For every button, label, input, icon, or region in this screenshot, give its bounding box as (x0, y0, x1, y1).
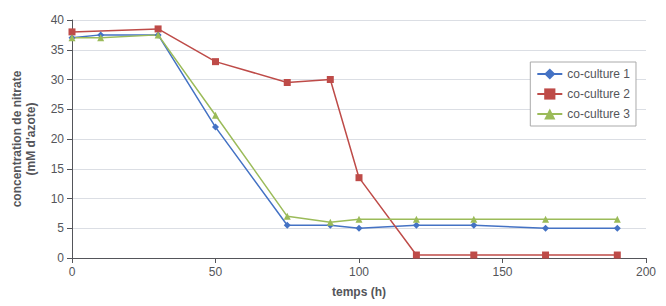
svg-text:5: 5 (57, 221, 64, 235)
svg-text:30: 30 (51, 73, 65, 87)
svg-text:(mM d'azote): (mM d'azote) (24, 103, 38, 176)
svg-text:co-culture 1: co-culture 1 (567, 67, 630, 81)
svg-text:concentration de nitrate: concentration de nitrate (10, 70, 24, 207)
svg-text:40: 40 (51, 13, 65, 27)
svg-text:0: 0 (57, 251, 64, 265)
svg-text:15: 15 (51, 162, 65, 176)
svg-text:50: 50 (209, 265, 223, 279)
svg-text:20: 20 (51, 132, 65, 146)
svg-text:0: 0 (69, 265, 76, 279)
svg-text:35: 35 (51, 43, 65, 57)
svg-text:10: 10 (51, 192, 65, 206)
svg-text:co-culture 3: co-culture 3 (567, 107, 630, 121)
svg-text:200: 200 (636, 265, 656, 279)
svg-text:100: 100 (349, 265, 369, 279)
svg-text:temps (h): temps (h) (332, 285, 386, 299)
svg-text:co-culture 2: co-culture 2 (567, 87, 630, 101)
svg-text:25: 25 (51, 102, 65, 116)
svg-text:150: 150 (492, 265, 512, 279)
